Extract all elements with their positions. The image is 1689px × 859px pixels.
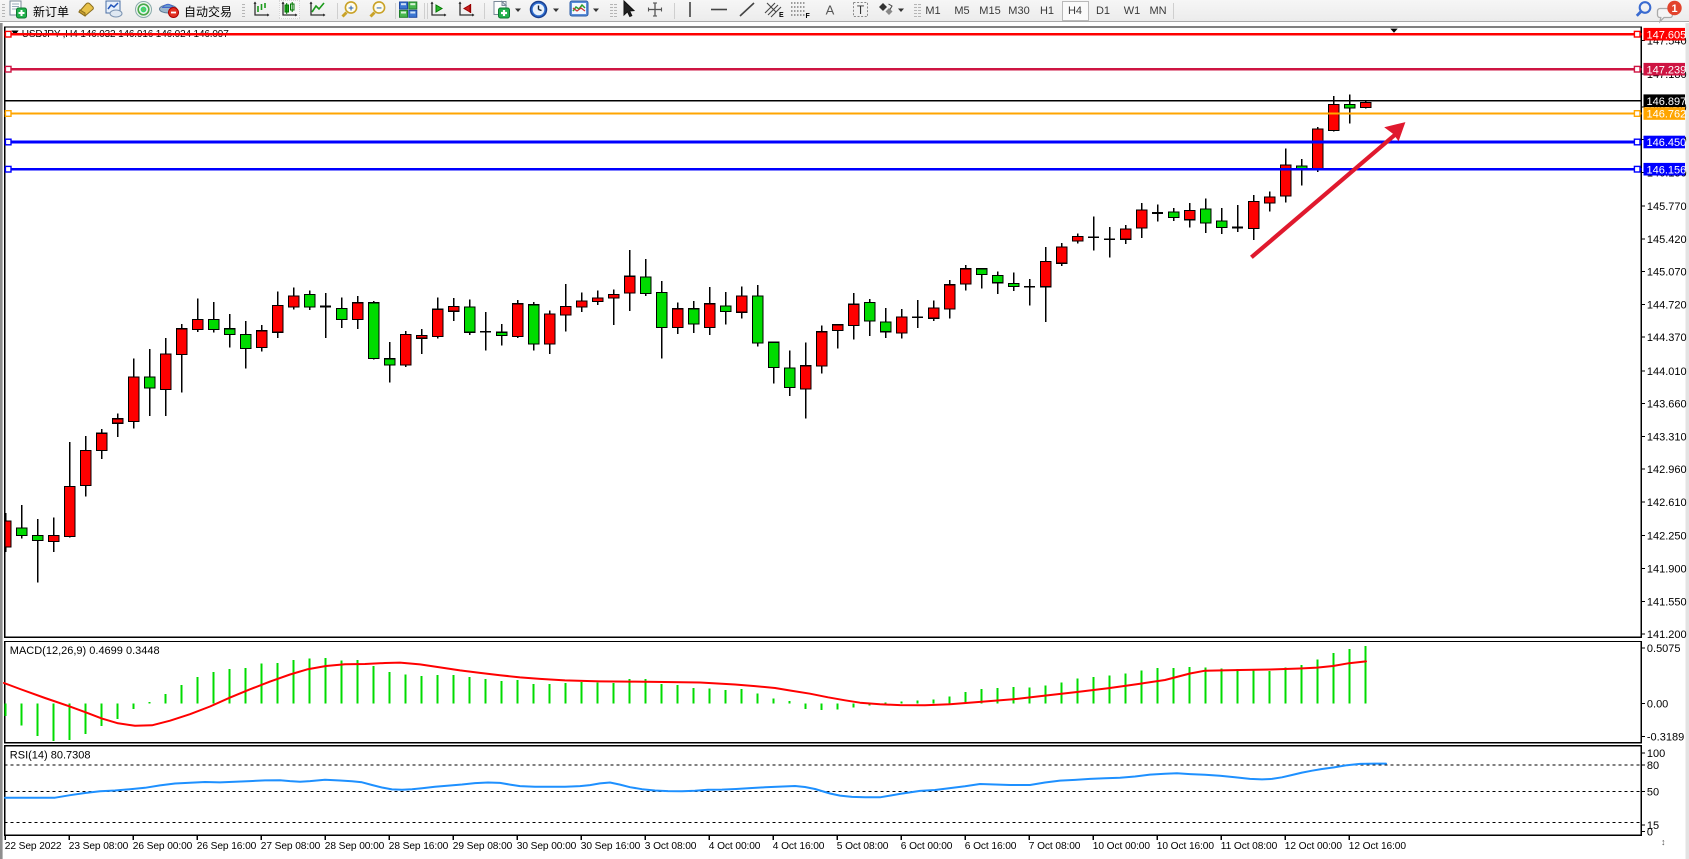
svg-text:+: +	[348, 3, 354, 14]
svg-text:144.370: 144.370	[1647, 332, 1687, 344]
svg-text:143.660: 143.660	[1647, 399, 1687, 411]
svg-text:12 Oct 00:00: 12 Oct 00:00	[1285, 841, 1343, 852]
svg-text:28 Sep 16:00: 28 Sep 16:00	[389, 841, 449, 852]
svg-text:147.605: 147.605	[1647, 29, 1687, 41]
svg-text:1: 1	[1671, 3, 1677, 15]
svg-text:4 Oct 00:00: 4 Oct 00:00	[709, 841, 761, 852]
svg-text:F: F	[806, 13, 811, 19]
svg-text:RSI(14) 80.7308: RSI(14) 80.7308	[10, 749, 91, 761]
svg-text:145.420: 145.420	[1647, 234, 1687, 246]
svg-text:26 Sep 00:00: 26 Sep 00:00	[133, 841, 193, 852]
svg-text:142.610: 142.610	[1647, 497, 1687, 509]
svg-text:143.310: 143.310	[1647, 432, 1687, 444]
svg-text:142.960: 142.960	[1647, 464, 1687, 476]
svg-text:22 Sep 2022: 22 Sep 2022	[5, 841, 62, 852]
svg-text:6 Oct 16:00: 6 Oct 16:00	[965, 841, 1017, 852]
svg-text:↕: ↕	[1661, 837, 1666, 847]
svg-text:0: 0	[1647, 827, 1653, 839]
svg-text:23 Sep 08:00: 23 Sep 08:00	[69, 841, 129, 852]
svg-text:A: A	[826, 3, 835, 18]
svg-text:145.770: 145.770	[1647, 201, 1687, 213]
svg-text:MACD(12,26,9) 0.4699 0.3448: MACD(12,26,9) 0.4699 0.3448	[10, 645, 160, 657]
svg-text:15: 15	[1647, 820, 1659, 832]
svg-text:10 Oct 16:00: 10 Oct 16:00	[1157, 841, 1215, 852]
svg-text:6 Oct 00:00: 6 Oct 00:00	[901, 841, 953, 852]
svg-text:144.720: 144.720	[1647, 299, 1687, 311]
svg-text:100: 100	[1647, 748, 1665, 760]
svg-text:3 Oct 08:00: 3 Oct 08:00	[645, 841, 697, 852]
svg-text:27 Sep 08:00: 27 Sep 08:00	[261, 841, 321, 852]
svg-text:142.250: 142.250	[1647, 531, 1687, 543]
svg-text:144.010: 144.010	[1647, 366, 1687, 378]
svg-text:26 Sep 16:00: 26 Sep 16:00	[197, 841, 257, 852]
svg-text:7 Oct 08:00: 7 Oct 08:00	[1029, 841, 1081, 852]
svg-text:80: 80	[1647, 760, 1659, 772]
svg-text:141.200: 141.200	[1647, 629, 1687, 641]
svg-text:11 Oct 08:00: 11 Oct 08:00	[1221, 841, 1278, 852]
svg-text:E: E	[779, 12, 784, 19]
svg-text:146.762: 146.762	[1647, 109, 1687, 121]
svg-text:-0.3189: -0.3189	[1647, 732, 1684, 744]
svg-text:29 Sep 08:00: 29 Sep 08:00	[453, 841, 513, 852]
svg-text:30 Sep 16:00: 30 Sep 16:00	[581, 841, 641, 852]
svg-text:10 Oct 00:00: 10 Oct 00:00	[1093, 841, 1151, 852]
svg-text:50: 50	[1647, 787, 1659, 799]
svg-text:146.897: 146.897	[1647, 96, 1687, 108]
svg-text:0.00: 0.00	[1647, 699, 1668, 711]
svg-text:T: T	[857, 3, 865, 17]
svg-text:147.239: 147.239	[1647, 64, 1687, 76]
svg-text:0.5075: 0.5075	[1647, 643, 1681, 655]
svg-text:146.450: 146.450	[1647, 137, 1687, 149]
svg-text:30 Sep 00:00: 30 Sep 00:00	[517, 841, 577, 852]
svg-text:5 Oct 08:00: 5 Oct 08:00	[837, 841, 889, 852]
svg-text:28 Sep 00:00: 28 Sep 00:00	[325, 841, 385, 852]
svg-text:145.070: 145.070	[1647, 267, 1687, 279]
svg-text:146.156: 146.156	[1647, 164, 1687, 176]
svg-text:141.900: 141.900	[1647, 564, 1687, 576]
svg-text:141.550: 141.550	[1647, 596, 1687, 608]
svg-text:−: −	[376, 3, 382, 14]
svg-text:12 Oct 16:00: 12 Oct 16:00	[1349, 841, 1407, 852]
svg-text:4 Oct 16:00: 4 Oct 16:00	[773, 841, 825, 852]
